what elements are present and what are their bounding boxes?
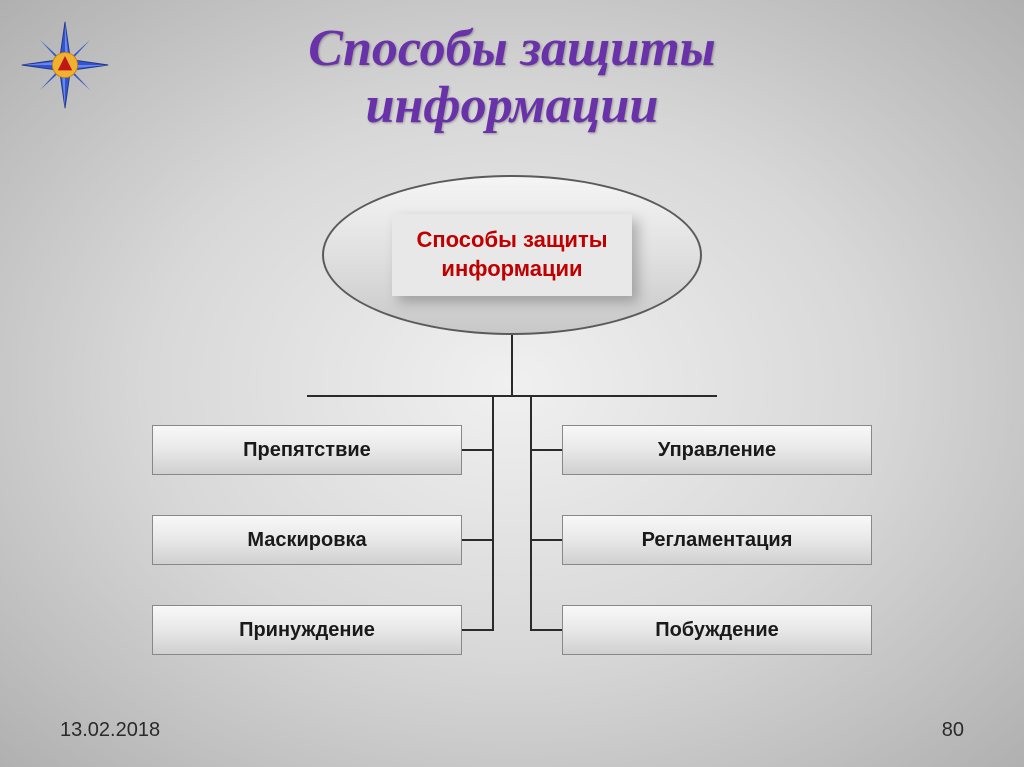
connector-l1 [462, 449, 494, 451]
root-ellipse: Способы защиты информации [322, 175, 702, 335]
connector-left-trunk [492, 395, 494, 630]
node-right-3: Побуждение [562, 605, 872, 655]
footer-date: 13.02.2018 [60, 719, 160, 742]
node-left-2: Маскировка [152, 515, 462, 565]
root-node: Способы защиты информации [322, 175, 702, 335]
title-line-2: информации [308, 77, 715, 134]
node-left-3: Принуждение [152, 605, 462, 655]
connector-hsplit [307, 395, 717, 397]
connector-r3 [530, 629, 562, 631]
org-chart: Препятствие Маскировка Принуждение Управ… [112, 335, 912, 655]
footer-page: 80 [942, 719, 964, 742]
title-line-1: Способы защиты [308, 20, 715, 77]
connector-r2 [530, 539, 562, 541]
connector-l2 [462, 539, 494, 541]
root-box: Способы защиты информации [392, 214, 631, 295]
compass-logo [20, 20, 110, 110]
compass-icon [20, 20, 110, 110]
node-right-2: Регламентация [562, 515, 872, 565]
connector-r1 [530, 449, 562, 451]
connector-stem [511, 335, 513, 395]
node-right-1: Управление [562, 425, 872, 475]
connector-l3 [462, 629, 494, 631]
node-left-1: Препятствие [152, 425, 462, 475]
root-text-2: информации [416, 255, 607, 284]
slide-title: Способы защиты информации [308, 20, 715, 134]
connector-right-trunk [530, 395, 532, 630]
root-text-1: Способы защиты [416, 226, 607, 255]
